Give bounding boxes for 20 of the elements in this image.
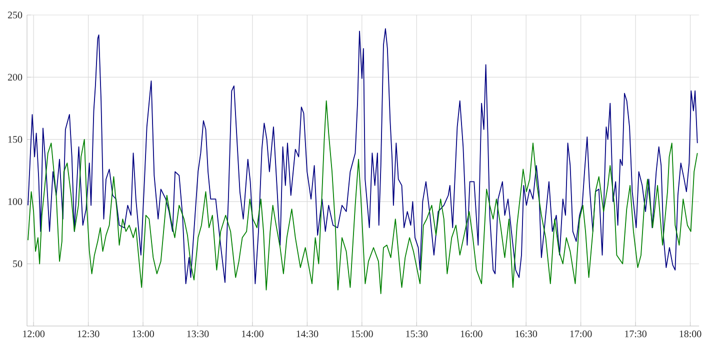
- y-tick-label: 50: [13, 260, 22, 268]
- line-series: [28, 28, 698, 284]
- y-tick-label: 250: [8, 12, 22, 18]
- x-tick-label: 14:30: [296, 330, 318, 338]
- x-tick-label: 14:00: [242, 330, 264, 338]
- line-series: [28, 100, 698, 294]
- y-tick-label: 200: [8, 74, 22, 81]
- y-tick-label: 150: [8, 136, 22, 143]
- x-tick-label: 17:30: [625, 330, 647, 338]
- x-tick-label: 15:00: [351, 330, 373, 338]
- x-tick-label: 16:00: [460, 330, 482, 338]
- x-tick-label: 13:30: [187, 330, 209, 338]
- x-tick-label: 12:00: [23, 330, 45, 338]
- x-tick-label: 12:30: [78, 330, 100, 338]
- x-tick-label: 18:00: [680, 330, 702, 338]
- x-tick-label: 16:30: [516, 330, 538, 338]
- x-tick-label: 15:30: [406, 330, 428, 338]
- x-tick-label: 17:00: [570, 330, 592, 338]
- y-tick-label: 100: [8, 198, 22, 205]
- x-tick-label: 13:00: [132, 330, 154, 338]
